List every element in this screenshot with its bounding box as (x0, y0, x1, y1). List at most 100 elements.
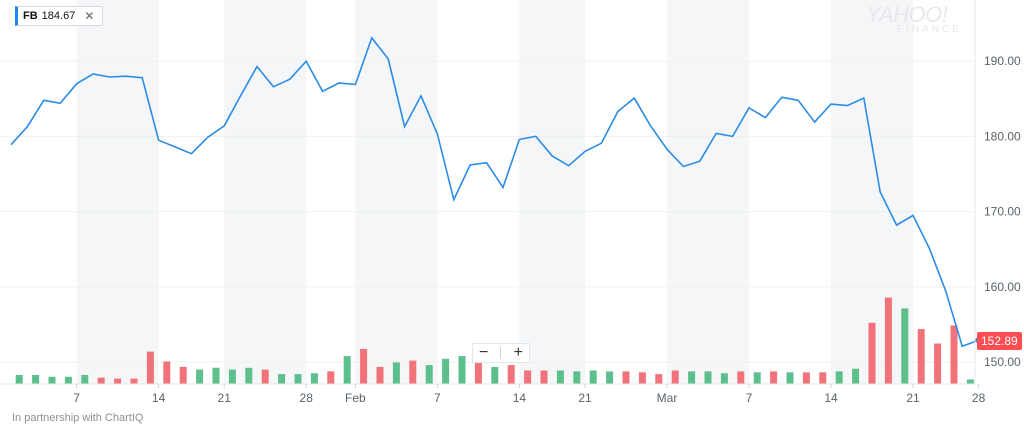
volume-bar (81, 375, 89, 384)
volume-bar (720, 373, 728, 384)
x-tick-label: 21 (906, 391, 920, 405)
volume-bar (392, 362, 400, 384)
volume-bar (884, 297, 892, 384)
volume-bar (360, 348, 368, 384)
volume-bar (458, 356, 466, 384)
volume-bar (425, 365, 433, 384)
volume-bar (737, 371, 745, 384)
x-tick-label: 21 (218, 391, 232, 405)
volume-bar (146, 351, 154, 384)
volume-bar (327, 371, 335, 384)
volume-bar (671, 370, 679, 384)
volume-bar (868, 322, 876, 384)
volume-bar (376, 366, 384, 384)
volume-bar (573, 371, 581, 384)
y-tick-label: 190.00 (984, 54, 1021, 68)
zoom-divider (500, 347, 502, 359)
volume-bar (786, 372, 794, 384)
volume-bar (901, 308, 909, 384)
band-0 (76, 0, 159, 384)
x-tick-label: Mar (657, 391, 678, 405)
volume-bar (179, 366, 187, 384)
volume-bar (622, 371, 630, 384)
volume-bar (212, 367, 220, 384)
volume-bar (310, 373, 318, 384)
volume-bar (114, 378, 122, 384)
band-5 (831, 0, 913, 384)
band-4 (667, 0, 749, 384)
volume-bar (556, 370, 564, 384)
volume-bar (261, 369, 269, 384)
volume-bar (688, 371, 696, 384)
gridlines (0, 60, 975, 363)
volume-bar (64, 376, 72, 384)
volume-bar (278, 374, 286, 384)
volume-bar (638, 372, 646, 384)
volume-bar (491, 366, 499, 384)
volume-bar (163, 361, 171, 384)
x-tick-label: Feb (345, 391, 366, 405)
x-tick-label: 7 (746, 391, 753, 405)
x-tick-label: 21 (578, 391, 592, 405)
volume-bar (507, 365, 515, 384)
volume-bar (524, 370, 532, 384)
volume-bar (802, 372, 810, 384)
volume-bar (655, 374, 663, 384)
volume-bar (15, 375, 23, 384)
volume-bar (48, 376, 56, 384)
volume-bar (442, 358, 450, 384)
price-line (10, 36, 979, 348)
zoom-out-button[interactable]: − (479, 344, 489, 361)
x-tick-label: 14 (824, 391, 838, 405)
x-tick-label: 28 (300, 391, 314, 405)
yahoo-logo: YAHOO! (866, 2, 948, 27)
volume-bar (950, 325, 958, 384)
volume-bar (97, 377, 105, 384)
volume-bar (917, 329, 925, 384)
x-tick-label: 7 (434, 391, 441, 405)
volume-bar (409, 360, 417, 384)
volume-bar (294, 374, 302, 384)
volume-bar (32, 375, 40, 384)
band-2 (355, 0, 438, 384)
x-tick-label: 14 (152, 391, 166, 405)
volume-bar (130, 378, 138, 384)
y-axis-ticks: 150.00 160.00 170.00 180.00 190.00 (984, 54, 1021, 369)
volume-bar (934, 343, 942, 384)
y-tick-label: 180.00 (984, 129, 1021, 143)
volume-bar (540, 370, 548, 384)
volume-bar (852, 368, 860, 384)
y-tick-label: 150.00 (984, 355, 1021, 369)
y-tick-label: 170.00 (984, 205, 1021, 219)
volume-bar (753, 372, 761, 384)
zoom-in-button[interactable]: + (513, 344, 523, 361)
y-tick-label: 160.00 (984, 280, 1021, 294)
volume-bar (606, 371, 614, 384)
volume-bar (819, 372, 827, 384)
close-icon[interactable]: ✕ (84, 9, 95, 23)
volume-bar (245, 367, 253, 384)
volume-bar (343, 356, 351, 384)
x-axis-ticks: 7 14 21 28 Feb 7 14 21 Mar 7 14 21 28 (73, 384, 986, 405)
x-tick-label: 7 (73, 391, 80, 405)
volume-bar (589, 370, 597, 384)
volume-bar (704, 371, 712, 384)
ticker-label[interactable]: FB 184.67 ✕ (15, 6, 104, 26)
partner-note: In partnership with ChartIQ (12, 412, 144, 424)
volume-bar (196, 369, 204, 384)
ticker-symbol: FB (23, 10, 38, 22)
volume-bar (474, 362, 482, 384)
band-3 (519, 0, 585, 384)
current-price-badge: 152.89 (977, 332, 1022, 350)
x-tick-label: 28 (972, 391, 986, 405)
zoom-control: − + (472, 343, 530, 363)
x-tick-label: 14 (513, 391, 527, 405)
yahoo-logo-sub: FINANCE (897, 24, 962, 35)
weekly-bands (76, 0, 913, 384)
volume-bar (966, 379, 974, 384)
volume-bar (835, 371, 843, 384)
volume-bar (228, 369, 236, 384)
volume-bar (770, 371, 778, 384)
band-1 (224, 0, 307, 384)
